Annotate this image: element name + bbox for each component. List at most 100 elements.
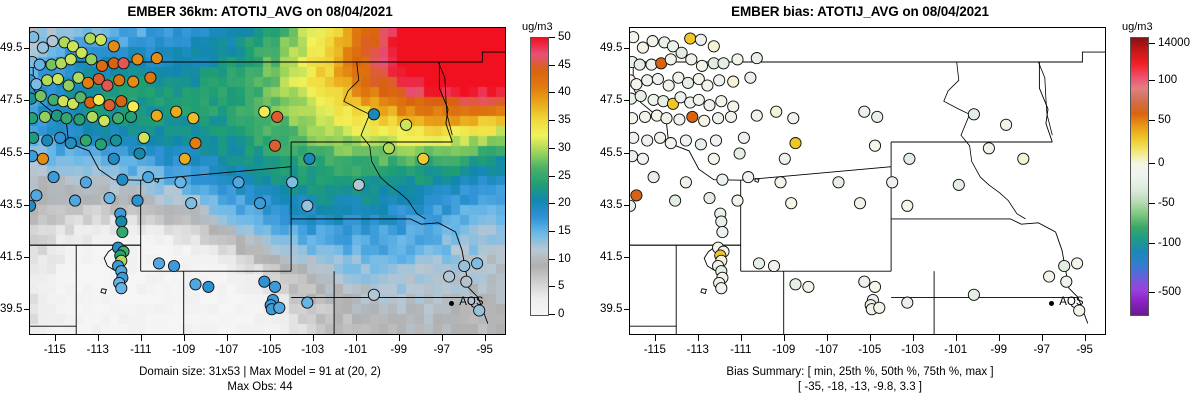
obs-marker[interactable] [853,197,867,210]
obs-marker[interactable] [684,32,697,45]
obs-marker[interactable] [109,134,123,147]
obs-marker[interactable] [630,150,639,163]
obs-marker[interactable] [685,53,698,66]
obs-marker[interactable] [731,53,744,66]
obs-marker[interactable] [64,53,77,66]
obs-marker[interactable] [131,194,144,207]
obs-marker[interactable] [634,89,647,103]
obs-marker[interactable] [647,171,660,184]
obs-marker[interactable] [30,199,37,212]
obs-marker[interactable] [630,78,643,91]
obs-marker[interactable] [142,171,155,184]
obs-marker[interactable] [38,110,52,123]
obs-marker[interactable] [716,173,729,186]
obs-marker[interactable] [178,152,191,165]
obs-marker[interactable] [94,138,107,151]
obs-marker[interactable] [707,40,720,53]
obs-marker[interactable] [717,57,730,70]
obs-marker[interactable] [698,114,711,127]
obs-marker[interactable] [458,259,471,273]
obs-marker[interactable] [679,176,692,189]
obs-marker[interactable] [75,46,88,59]
obs-marker[interactable] [33,58,46,71]
obs-marker[interactable] [750,52,763,65]
obs-marker[interactable] [382,142,395,155]
obs-marker[interactable] [774,176,787,189]
obs-marker[interactable] [731,194,744,207]
obs-marker[interactable] [103,191,116,205]
obs-marker[interactable] [74,91,87,104]
obs-marker[interactable] [95,59,109,72]
obs-marker[interactable] [713,74,726,87]
obs-marker[interactable] [681,76,695,89]
obs-marker[interactable] [98,114,111,127]
obs-marker[interactable] [1043,270,1056,283]
obs-marker[interactable] [107,40,120,53]
obs-marker[interactable] [107,152,120,165]
obs-marker[interactable] [633,58,646,71]
obs-marker[interactable] [101,79,114,92]
obs-marker[interactable] [144,71,157,84]
obs-marker[interactable] [752,257,766,270]
obs-marker[interactable] [471,257,484,270]
obs-marker[interactable] [686,110,699,123]
obs-marker[interactable] [901,199,914,212]
obs-marker[interactable] [636,152,649,165]
obs-marker[interactable] [86,110,99,123]
obs-marker[interactable] [967,108,980,121]
obs-marker[interactable] [675,46,688,59]
obs-marker[interactable] [707,152,720,165]
obs-marker[interactable] [666,40,680,53]
obs-marker[interactable] [662,79,675,92]
obs-marker[interactable] [400,118,413,131]
obs-marker[interactable] [664,53,677,66]
obs-marker[interactable] [873,301,886,314]
obs-marker[interactable] [630,199,637,212]
obs-marker[interactable] [654,131,667,144]
obs-marker[interactable] [301,199,314,212]
obs-marker[interactable] [113,74,126,87]
obs-marker[interactable] [638,110,652,123]
obs-marker[interactable] [54,131,67,144]
obs-marker[interactable] [982,142,995,155]
obs-marker[interactable] [703,191,716,205]
obs-marker[interactable] [664,137,677,150]
obs-marker[interactable] [174,176,187,189]
obs-marker[interactable] [367,288,380,301]
obs-marker[interactable] [84,32,97,45]
obs-marker[interactable] [51,72,64,86]
obs-marker[interactable] [189,137,202,150]
obs-marker[interactable] [802,280,815,293]
obs-marker[interactable] [112,112,125,125]
obs-marker[interactable] [36,41,49,54]
obs-marker[interactable] [903,152,916,165]
obs-marker[interactable] [967,288,980,301]
obs-marker[interactable] [1017,152,1030,165]
obs-marker[interactable] [30,131,40,144]
obs-marker[interactable] [30,150,39,163]
obs-marker[interactable] [669,194,682,207]
obs-marker[interactable] [66,40,80,53]
obs-marker[interactable] [258,105,271,118]
obs-marker[interactable] [695,59,709,72]
obs-marker[interactable] [127,75,140,88]
obs-marker[interactable] [1058,259,1071,273]
obs-marker[interactable] [715,282,728,295]
obs-marker[interactable] [85,53,98,66]
obs-marker[interactable] [301,296,314,309]
obs-marker[interactable] [672,71,685,84]
obs-marker[interactable] [641,74,654,87]
obs-marker[interactable] [30,189,43,202]
obs-marker[interactable] [352,178,365,191]
obs-marker[interactable] [46,35,59,48]
obs-marker[interactable] [92,72,105,86]
obs-marker[interactable] [115,215,128,228]
obs-marker[interactable] [692,93,705,106]
obs-marker[interactable] [116,225,129,239]
obs-marker[interactable] [73,113,86,126]
model-map-plot[interactable]: AQS [29,27,506,335]
bias-map-plot[interactable]: AQS [629,27,1106,335]
obs-marker[interactable] [641,134,654,147]
obs-marker[interactable] [170,105,183,118]
obs-marker[interactable] [737,131,750,144]
